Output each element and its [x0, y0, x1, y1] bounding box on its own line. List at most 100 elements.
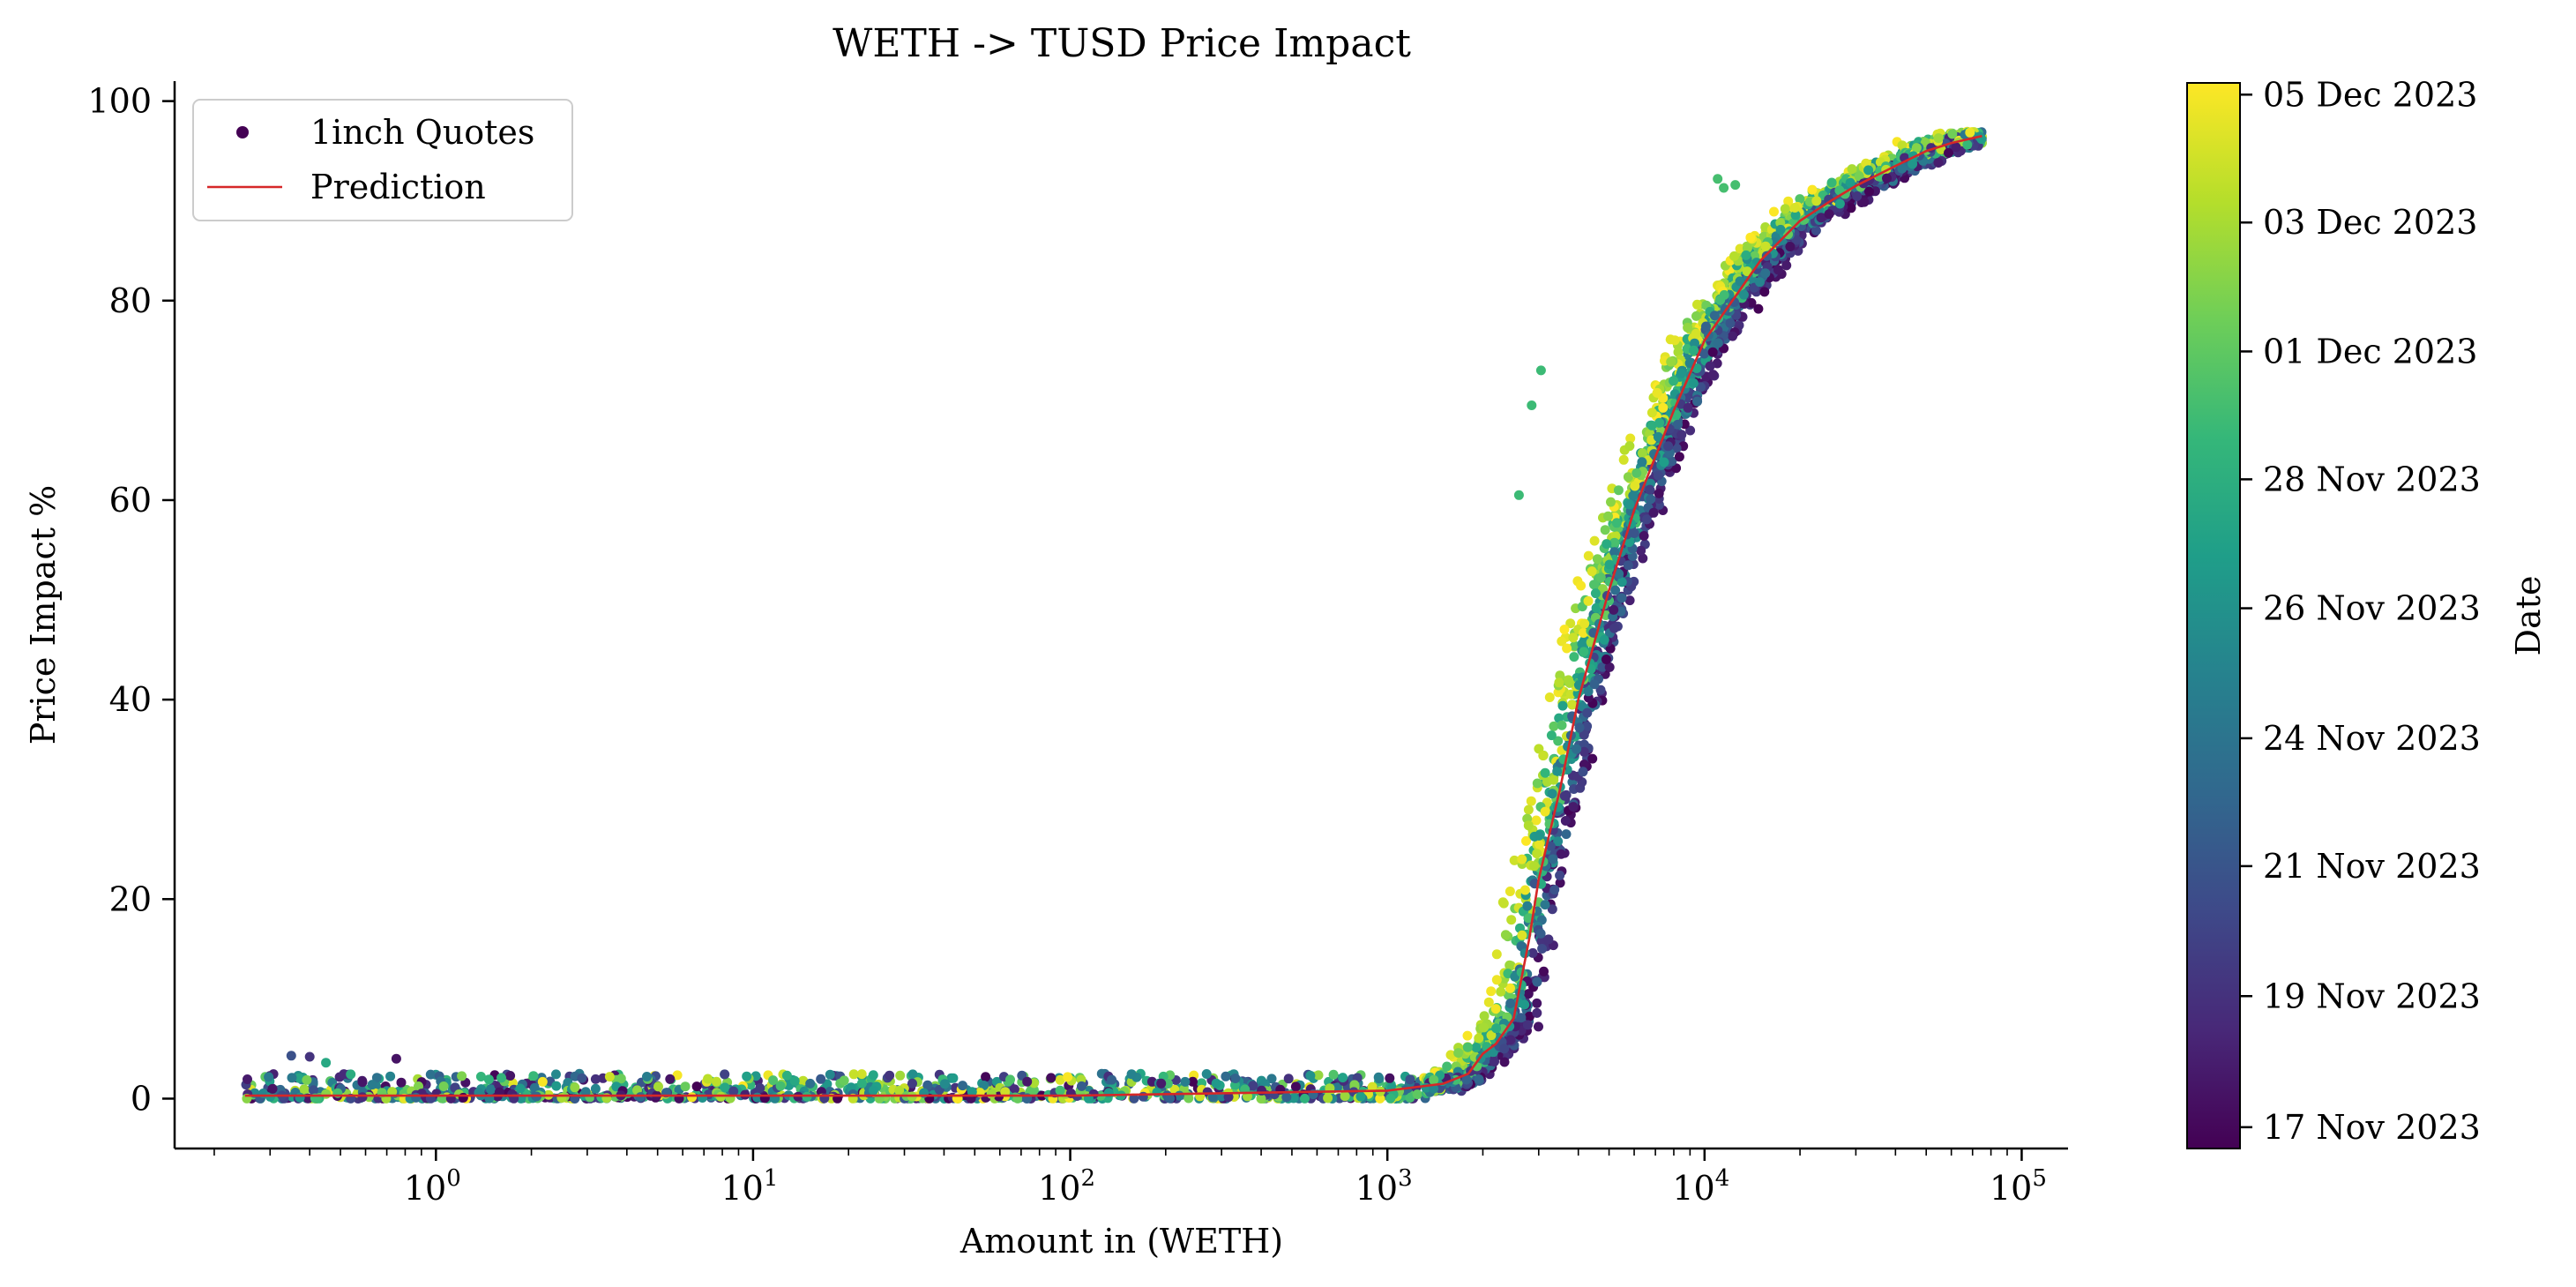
legend-marker-quotes [236, 126, 249, 138]
quote-point [1760, 268, 1771, 279]
y-tick-label-2: 40 [109, 680, 152, 719]
quote-point [294, 1073, 304, 1083]
quote-point [604, 1072, 615, 1082]
quote-point [515, 1083, 526, 1094]
quote-point [1947, 129, 1958, 139]
quote-point [1538, 751, 1549, 761]
quote-point [1728, 331, 1738, 341]
quote-point [1505, 960, 1515, 970]
quote-point [1523, 820, 1534, 831]
quote-point [1553, 736, 1564, 746]
quote-point [1587, 753, 1598, 764]
quote-point [1156, 1078, 1167, 1089]
quote-point [411, 1092, 422, 1103]
quote-point [1499, 1057, 1510, 1067]
quote-point [1666, 356, 1676, 367]
quote-point [1630, 481, 1640, 491]
quote-point [1684, 358, 1695, 369]
quote-point [1623, 472, 1633, 483]
quote-point [958, 1081, 967, 1091]
quote-point [1211, 1078, 1221, 1089]
quote-point [529, 1082, 540, 1093]
quote-point [458, 1092, 468, 1103]
quote-point [742, 1071, 752, 1081]
quote-point [1595, 572, 1606, 583]
quote-point [1688, 378, 1699, 388]
quote-point [1505, 887, 1515, 896]
quote-point [1532, 849, 1542, 859]
quote-point [385, 1071, 396, 1081]
quote-point [869, 1085, 878, 1096]
quote-point [907, 1069, 918, 1080]
quote-point [1338, 1073, 1348, 1083]
y-tick-label-0: 0 [131, 1079, 152, 1118]
quote-point [1560, 816, 1571, 826]
quote-point [396, 1077, 407, 1088]
quote-point [1674, 452, 1684, 462]
quote-point [1601, 655, 1611, 664]
quote-point [1599, 634, 1609, 645]
quote-point [1552, 766, 1563, 776]
quote-point [1579, 730, 1589, 740]
quote-point [1126, 1069, 1137, 1080]
quote-point [1654, 417, 1665, 428]
quote-point [1138, 1091, 1148, 1102]
quote-point [1412, 1089, 1422, 1100]
quote-point [1653, 470, 1663, 481]
quote-point [1461, 1074, 1472, 1085]
quote-point [302, 1074, 312, 1085]
quote-point [1323, 1093, 1333, 1104]
quote-point [1628, 490, 1639, 501]
quote-point [720, 1069, 730, 1080]
quote-point [1355, 1091, 1366, 1102]
prediction-line [244, 134, 1982, 1097]
quote-point [1741, 250, 1751, 260]
quote-point [1638, 553, 1648, 564]
quote-point [1807, 184, 1818, 195]
quote-point [691, 1081, 702, 1092]
quote-point [1201, 1069, 1212, 1079]
quote-point [1564, 677, 1575, 688]
quote-point [1636, 545, 1646, 556]
quote-point [1385, 1093, 1396, 1104]
quote-point [1795, 194, 1805, 205]
quote-point [981, 1072, 991, 1082]
colorbar-tick-label-3: 24 Nov 2023 [2263, 719, 2481, 758]
quote-point [1579, 759, 1589, 770]
quote-point [1565, 618, 1576, 629]
quote-point [1009, 1084, 1019, 1095]
quote-point [1597, 662, 1608, 672]
quote-point [1281, 1092, 1292, 1103]
quote-point [551, 1069, 561, 1080]
quote-point [367, 1080, 377, 1090]
quote-point [856, 1069, 867, 1080]
quote-point [1592, 554, 1602, 565]
quote-point [1897, 163, 1908, 174]
quote-point [1609, 623, 1619, 633]
quote-point [1579, 647, 1589, 657]
quote-point [1691, 311, 1701, 321]
quote-point [1719, 183, 1729, 193]
quote-point [895, 1070, 906, 1081]
quote-point [556, 1093, 567, 1104]
quote-point [1534, 1021, 1543, 1032]
quote-point [1188, 1076, 1198, 1087]
quote-point [304, 1051, 315, 1062]
quote-point [1791, 235, 1802, 245]
quote-point [907, 1078, 917, 1089]
quote-point [1882, 173, 1892, 183]
quote-point [387, 1087, 398, 1097]
quote-point [1000, 1087, 1011, 1097]
colorbar-tick-label-7: 03 Dec 2023 [2263, 203, 2477, 242]
quote-point [1854, 171, 1864, 182]
quote-point [1486, 986, 1497, 997]
quote-point [1445, 1050, 1456, 1060]
quote-point [1673, 347, 1684, 357]
quote-point [287, 1073, 297, 1083]
quote-point [1505, 1035, 1516, 1045]
quote-point [1543, 934, 1554, 945]
quote-point [1933, 158, 1944, 168]
quote-point [1610, 585, 1621, 595]
quote-point [371, 1073, 382, 1083]
